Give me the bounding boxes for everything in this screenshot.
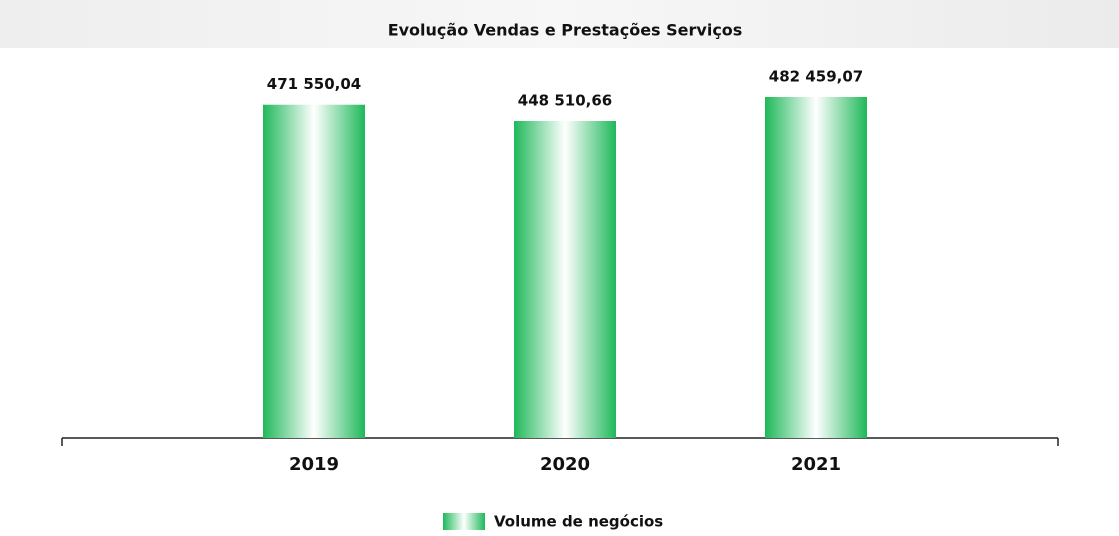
x-tick-label: 2020: [540, 454, 590, 475]
x-tick-label: 2021: [791, 454, 841, 475]
value-label: 482 459,07: [769, 68, 863, 86]
title-banner: [0, 0, 1119, 48]
bar: [263, 104, 365, 439]
bar: [514, 120, 616, 438]
legend-label: Volume de negócios: [494, 513, 663, 531]
chart-title: Evolução Vendas e Prestações Serviços: [388, 21, 743, 40]
bar: [765, 97, 867, 438]
x-tick-label: 2019: [289, 454, 339, 475]
value-label: 448 510,66: [518, 91, 612, 109]
value-label: 471 550,04: [267, 75, 361, 93]
legend-swatch: [443, 513, 485, 530]
